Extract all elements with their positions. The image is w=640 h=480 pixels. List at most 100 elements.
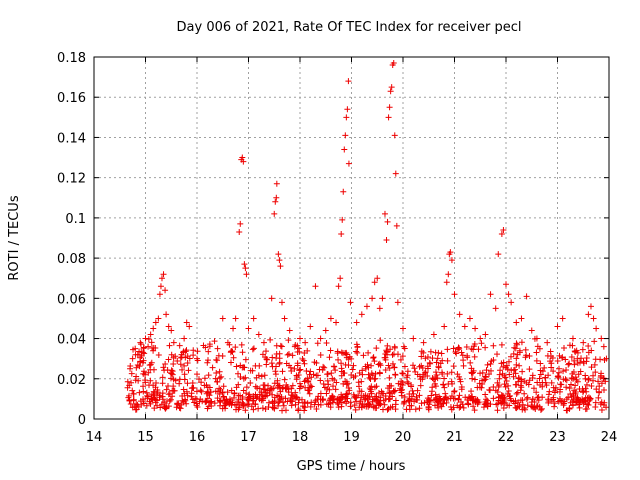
data-point — [522, 346, 529, 353]
data-point — [367, 386, 374, 393]
data-point — [416, 363, 423, 370]
data-point — [572, 390, 579, 397]
data-point — [204, 359, 211, 366]
data-point — [140, 368, 147, 375]
data-point — [400, 370, 407, 377]
data-point — [592, 356, 599, 363]
data-point — [206, 341, 213, 348]
data-point — [179, 397, 186, 404]
data-point — [358, 388, 365, 395]
data-point — [455, 395, 462, 402]
data-point — [183, 400, 190, 407]
data-point — [444, 346, 451, 353]
data-point — [573, 377, 580, 384]
data-point — [132, 345, 139, 352]
data-point — [226, 400, 233, 407]
data-point — [410, 362, 417, 369]
data-point — [147, 331, 154, 338]
data-point — [137, 398, 144, 405]
data-point — [267, 336, 274, 343]
data-point — [138, 353, 145, 360]
data-point — [523, 293, 530, 300]
data-point — [386, 395, 393, 402]
data-point — [330, 383, 337, 390]
data-point — [598, 335, 605, 342]
data-point — [505, 382, 512, 389]
data-point — [432, 383, 439, 390]
data-point — [256, 362, 263, 369]
data-point — [202, 398, 209, 405]
data-point — [551, 389, 558, 396]
data-point — [194, 355, 200, 362]
data-point — [534, 343, 541, 350]
data-point — [483, 367, 490, 374]
data-point — [471, 376, 478, 383]
data-point — [567, 391, 574, 398]
y-tick-labels: 0 0.02 0.04 0.06 0.08 0.1 0.12 0.14 0.16 0.18 — [57, 51, 86, 428]
data-point — [296, 367, 303, 374]
data-point — [207, 398, 214, 405]
data-point — [387, 88, 394, 95]
data-point — [585, 343, 592, 350]
data-point — [323, 390, 330, 397]
data-point — [167, 396, 174, 403]
data-point — [365, 349, 372, 356]
data-point — [351, 393, 358, 400]
data-point — [232, 315, 239, 322]
data-point — [598, 399, 605, 406]
data-point — [408, 402, 415, 409]
data-point — [189, 384, 196, 391]
data-point — [302, 339, 309, 346]
data-point — [170, 339, 177, 346]
data-point — [282, 395, 289, 402]
data-point — [526, 353, 533, 360]
data-point — [212, 388, 219, 395]
data-point — [250, 345, 257, 352]
data-point — [444, 370, 451, 377]
data-point — [600, 375, 607, 382]
data-point — [289, 352, 296, 359]
data-point — [241, 261, 248, 268]
data-point — [186, 355, 193, 362]
data-point — [338, 403, 345, 410]
data-point — [455, 344, 462, 351]
data-point — [433, 371, 440, 378]
data-point — [494, 400, 501, 407]
data-point — [600, 343, 607, 350]
data-point — [273, 355, 280, 362]
data-point — [385, 405, 392, 412]
data-point — [482, 398, 489, 405]
data-point — [497, 398, 504, 405]
data-point — [275, 399, 282, 406]
data-point — [533, 335, 540, 342]
data-point — [371, 279, 378, 286]
data-point — [424, 373, 431, 380]
data-point — [321, 364, 328, 371]
data-point — [306, 390, 313, 397]
data-point — [388, 382, 395, 389]
x-tick-label: 18 — [292, 430, 309, 445]
data-point — [230, 325, 237, 332]
data-point — [460, 362, 467, 369]
data-point — [216, 374, 223, 381]
data-point — [429, 375, 436, 382]
data-point — [384, 342, 391, 349]
data-point — [456, 345, 463, 352]
data-point — [523, 396, 530, 403]
data-point — [533, 357, 540, 364]
data-point — [220, 383, 227, 390]
data-point — [563, 384, 570, 391]
data-point — [255, 331, 262, 338]
data-point — [184, 392, 191, 399]
data-point — [418, 348, 425, 355]
data-point — [544, 339, 551, 346]
data-point — [526, 366, 533, 373]
data-point — [500, 363, 507, 370]
data-point — [500, 226, 507, 233]
data-point — [482, 373, 489, 380]
data-point — [508, 397, 515, 404]
data-point — [521, 390, 528, 397]
data-point — [253, 394, 260, 401]
data-point — [537, 367, 544, 374]
data-point — [230, 394, 237, 401]
